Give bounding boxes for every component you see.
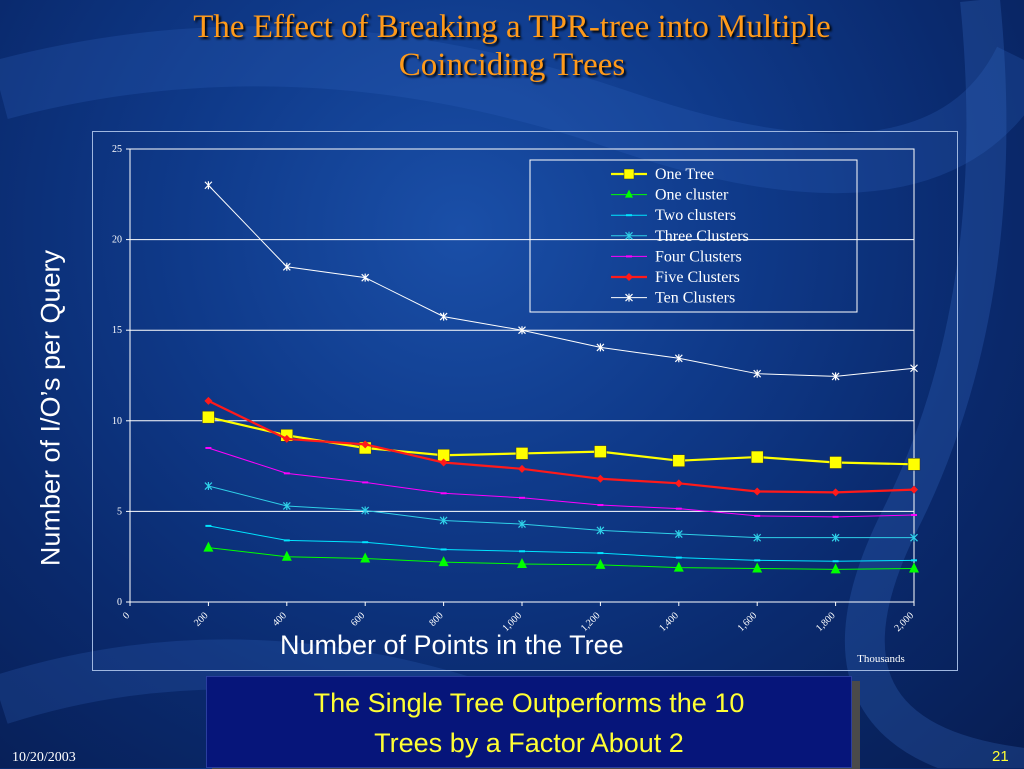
- data-point-one-tree: [750, 450, 764, 464]
- conclusion-callout: The Single Tree Outperforms the 10 Trees…: [206, 676, 852, 768]
- data-point-ten-clusters: [831, 372, 840, 381]
- series-line-three-clusters: [208, 485, 914, 539]
- legend-label: Three Clusters: [655, 228, 749, 245]
- data-point-one-cluster: [438, 556, 449, 567]
- data-point-five-clusters: [753, 487, 762, 496]
- legend-label: Five Clusters: [655, 269, 740, 286]
- data-point-three-clusters: [518, 520, 526, 529]
- legend-marker-five-clusters: [625, 273, 633, 281]
- y-tick-label: 0: [117, 597, 122, 608]
- x-axis-label: Number of Points in the Tree: [280, 630, 624, 660]
- data-point-one-cluster: [517, 557, 527, 568]
- data-point-three-clusters: [361, 506, 370, 515]
- data-point-ten-clusters: [910, 364, 918, 373]
- page-number: 21: [992, 748, 1009, 765]
- data-point-five-clusters: [596, 474, 605, 483]
- data-point-five-clusters: [439, 458, 448, 467]
- legend-label: Two clusters: [655, 207, 736, 224]
- data-point-three-clusters: [204, 482, 213, 491]
- data-point-three-clusters: [596, 526, 605, 535]
- y-tick-label: 20: [112, 235, 122, 246]
- data-point-three-clusters: [439, 516, 448, 525]
- data-point-three-clusters: [831, 533, 840, 542]
- data-point-one-tree: [672, 454, 686, 467]
- data-point-ten-clusters: [674, 354, 683, 363]
- x-tick-label: 1,800: [814, 610, 838, 634]
- data-point-five-clusters: [204, 396, 213, 405]
- legend-marker-three-clusters: [625, 231, 633, 240]
- x-tick-label: 1,600: [736, 610, 760, 634]
- x-tick-label: 800: [427, 610, 445, 628]
- footer-date: 10/20/2003: [12, 750, 76, 765]
- series-line-four-clusters: [208, 447, 915, 518]
- y-tick-label: 25: [112, 144, 122, 155]
- x-tick-label: 0: [121, 610, 132, 621]
- data-point-one-cluster: [673, 561, 684, 572]
- data-point-ten-clusters: [439, 312, 448, 321]
- legend-label: Ten Clusters: [655, 290, 735, 307]
- data-point-three-clusters: [674, 530, 683, 539]
- data-point-one-tree: [829, 456, 842, 469]
- data-point-ten-clusters: [596, 343, 605, 352]
- data-point-one-cluster: [752, 562, 763, 573]
- data-point-five-clusters: [361, 440, 370, 449]
- callout-line-2: Trees by a Factor About 2: [374, 728, 684, 758]
- legend-marker-one-tree: [623, 168, 635, 180]
- x-tick-label: 2,000: [892, 610, 916, 634]
- data-point-ten-clusters: [204, 181, 213, 190]
- callout-line-1: The Single Tree Outperforms the 10: [313, 688, 745, 718]
- data-point-three-clusters: [282, 501, 291, 510]
- data-point-one-tree: [202, 410, 215, 424]
- data-point-ten-clusters: [753, 369, 762, 378]
- series-line-one-cluster: [208, 547, 915, 570]
- data-point-five-clusters: [518, 464, 526, 473]
- x-tick-label: 400: [271, 610, 289, 628]
- data-point-one-tree: [907, 458, 921, 471]
- slide-title: The Effect of Breaking a TPR-tree into M…: [0, 8, 1024, 84]
- legend-label: One Tree: [655, 166, 714, 183]
- slide-title-line-2: Coinciding Trees: [398, 47, 626, 83]
- data-point-three-clusters: [910, 533, 918, 542]
- data-point-one-cluster: [360, 552, 371, 563]
- legend-label: Four Clusters: [655, 248, 742, 265]
- data-point-one-cluster: [830, 563, 841, 574]
- chart-frame: 0 5 10 15 20 25 0 200 400 600 800 1,000 1,200 1,400 1,…: [92, 131, 958, 671]
- data-point-one-cluster: [595, 558, 606, 569]
- slide-title-line-1: The Effect of Breaking a TPR-tree into M…: [193, 9, 831, 45]
- data-point-three-clusters: [753, 533, 762, 542]
- data-point-one-tree: [515, 447, 529, 460]
- data-point-ten-clusters: [518, 326, 526, 335]
- x-unit-label: Thousands: [857, 653, 905, 665]
- data-point-one-cluster: [909, 562, 919, 573]
- legend-marker-ten-clusters: [625, 293, 633, 302]
- data-point-one-tree: [594, 445, 607, 458]
- y-axis-label: Number of I/O’s per Query: [35, 249, 66, 567]
- data-point-five-clusters: [282, 434, 291, 443]
- data-point-one-cluster: [203, 541, 214, 552]
- legend-box: [529, 159, 858, 313]
- data-point-one-cluster: [281, 550, 292, 561]
- y-tick-label: 15: [112, 325, 122, 336]
- x-tick-label: 1,400: [657, 610, 681, 634]
- legend-label: One cluster: [655, 187, 729, 204]
- series-line-five-clusters: [207, 399, 915, 494]
- y-tick-label: 10: [112, 416, 122, 427]
- x-tick-label: 200: [192, 610, 210, 628]
- data-point-ten-clusters: [361, 273, 370, 282]
- x-tick-label: 600: [349, 610, 367, 628]
- series-line-ten-clusters: [208, 184, 915, 377]
- data-point-five-clusters: [674, 479, 683, 488]
- data-point-five-clusters: [910, 485, 918, 494]
- data-point-five-clusters: [831, 488, 840, 497]
- y-tick-label: 5: [117, 506, 122, 517]
- data-point-ten-clusters: [282, 262, 291, 271]
- series-line-two-clusters: [208, 525, 915, 562]
- legend-marker-one-cluster: [625, 189, 633, 198]
